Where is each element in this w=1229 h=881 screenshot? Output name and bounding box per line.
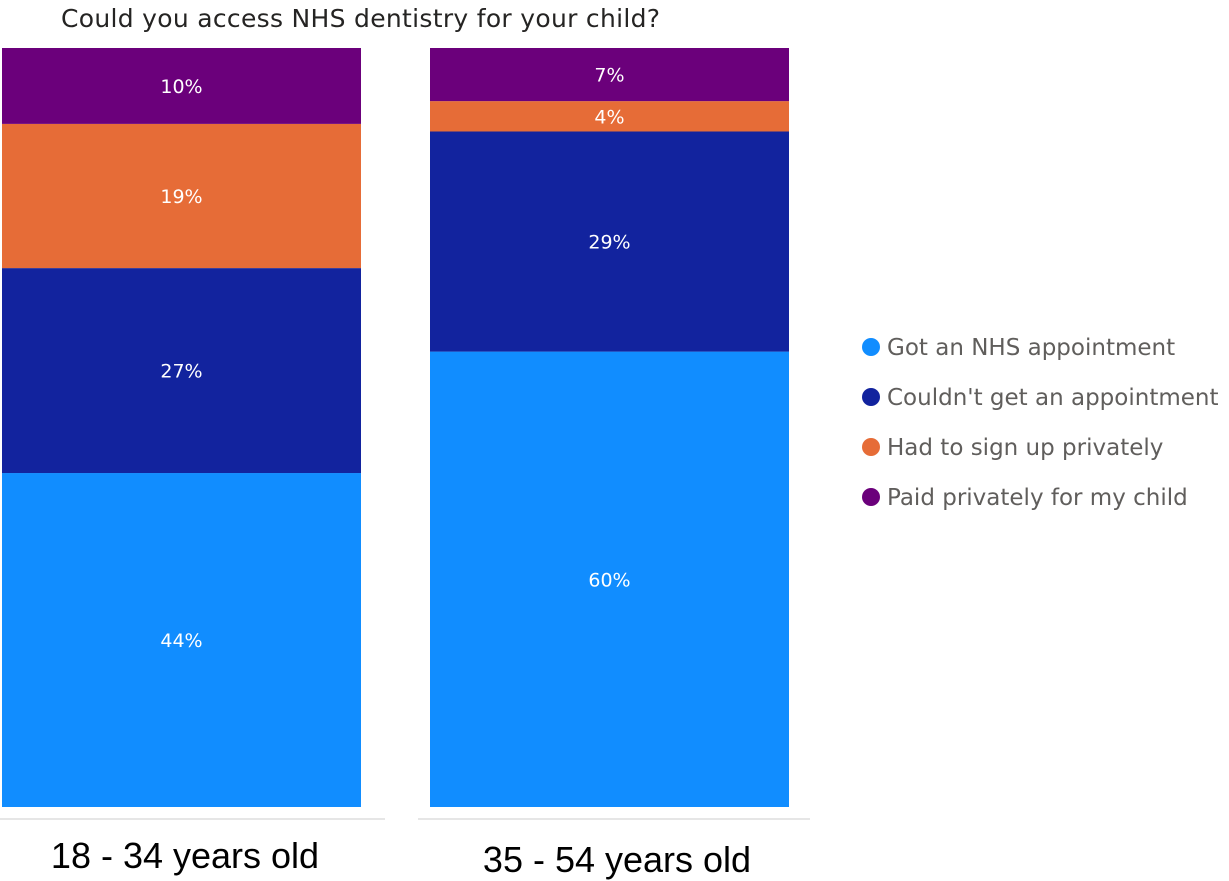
- bar-segment-had-to-sign-up-privately-2[interactable]: [430, 101, 789, 132]
- legend-item-got-an-nhs-appointment[interactable]: Got an NHS appointment: [862, 335, 1175, 361]
- data-label-paid-privately-for-my-child-2: 7%: [594, 65, 624, 87]
- legend-label: Had to sign up privately: [887, 435, 1163, 461]
- legend-marker-dot-icon: [862, 338, 880, 356]
- legend-marker-dot-icon: [862, 488, 880, 506]
- data-label-paid-privately-for-my-child-1: 10%: [160, 76, 202, 98]
- legend-label: Couldn't get an appointment: [887, 385, 1219, 411]
- data-label-couldn-t-get-an-appointment-2: 29%: [588, 232, 630, 254]
- legend-label: Paid privately for my child: [887, 485, 1188, 511]
- legend-item-couldn-t-get-an-appointment[interactable]: Couldn't get an appointment: [862, 385, 1219, 411]
- bar-segment-paid-privately-for-my-child-2[interactable]: [430, 48, 789, 102]
- data-label-got-an-nhs-appointment-2: 60%: [588, 569, 630, 591]
- legend-label: Got an NHS appointment: [887, 335, 1175, 361]
- data-label-had-to-sign-up-privately-1: 19%: [160, 186, 202, 208]
- category-labels-layer: 18 - 34 years old 35 - 54 years old: [0, 818, 810, 880]
- data-labels-layer: 44% 27% 19% 10% 60% 29% 4% 7%: [160, 65, 630, 652]
- data-label-got-an-nhs-appointment-1: 44%: [160, 630, 202, 652]
- legend-item-had-to-sign-up-privately[interactable]: Had to sign up privately: [862, 435, 1163, 461]
- bar-segment-got-an-nhs-appointment-1[interactable]: [2, 473, 361, 807]
- bars-layer: [2, 48, 789, 807]
- category-label-2: 35 - 54 years old: [483, 839, 751, 880]
- legend-marker-dot-icon: [862, 388, 880, 406]
- bar-segment-got-an-nhs-appointment-2[interactable]: [430, 351, 789, 807]
- bar-segment-paid-privately-for-my-child-1[interactable]: [2, 48, 361, 124]
- bar-segment-had-to-sign-up-privately-1[interactable]: [2, 123, 361, 269]
- bar-segment-couldn-t-get-an-appointment-1[interactable]: [2, 268, 361, 474]
- data-label-couldn-t-get-an-appointment-1: 27%: [160, 361, 202, 383]
- chart-title: Could you access NHS dentistry for your …: [61, 4, 660, 33]
- legend-marker-dot-icon: [862, 438, 880, 456]
- legend: Got an NHS appointment Couldn't get an ap…: [862, 335, 1219, 511]
- data-label-had-to-sign-up-privately-2: 4%: [594, 106, 624, 128]
- category-label-1: 18 - 34 years old: [51, 835, 319, 876]
- bar-segment-couldn-t-get-an-appointment-2[interactable]: [430, 131, 789, 352]
- legend-item-paid-privately-for-my-child[interactable]: Paid privately for my child: [862, 485, 1188, 511]
